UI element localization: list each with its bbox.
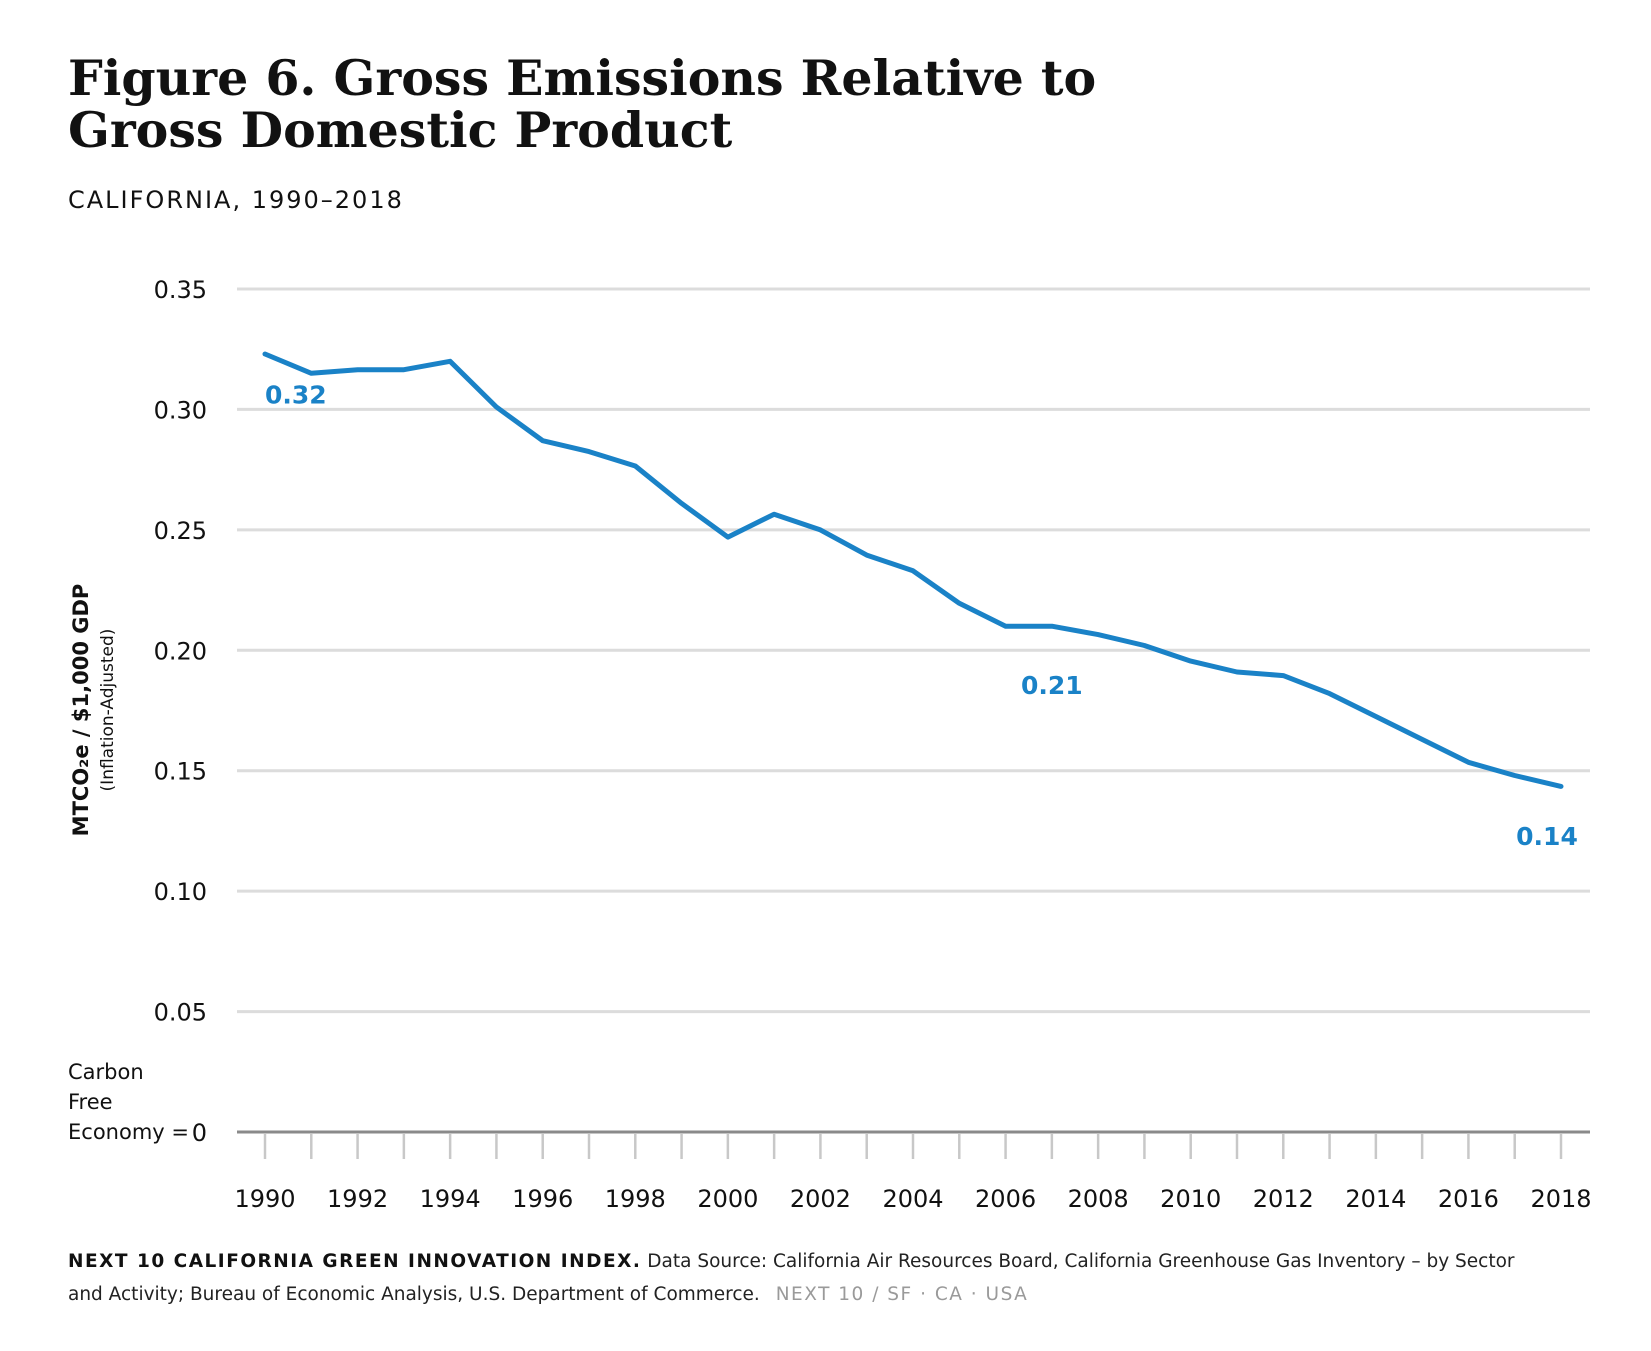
y-tick-label: 0	[192, 1119, 207, 1147]
y-tick-label: 0.05	[154, 999, 207, 1027]
y-axis-sublabel: (Inflation-Adjusted)	[98, 629, 118, 792]
x-tick-label: 1996	[512, 1185, 573, 1213]
x-tick-label: 2006	[975, 1185, 1036, 1213]
y-axis-label: MTCO₂e / $1,000 GDP	[69, 584, 93, 837]
x-tick-label: 2010	[1160, 1185, 1221, 1213]
x-tick-label: 2018	[1530, 1185, 1591, 1213]
x-tick-label: 2004	[882, 1185, 943, 1213]
chart-subtitle: CALIFORNIA, 1990–2018	[68, 186, 404, 214]
footer-brand: NEXT 10 CALIFORNIA GREEN INNOVATION INDE…	[68, 1251, 642, 1272]
data-label: 0.14	[1516, 822, 1578, 851]
y-tick-label: 0.35	[154, 276, 207, 304]
x-tick-label: 2012	[1253, 1185, 1314, 1213]
zero-note-line: Carbon	[68, 1060, 144, 1084]
chart-footer: NEXT 10 CALIFORNIA GREEN INNOVATION INDE…	[68, 1245, 1548, 1311]
x-tick-label: 2014	[1345, 1185, 1406, 1213]
x-tick-label: 1990	[234, 1185, 295, 1213]
page-title: Figure 6. Gross Emissions Relative to Gr…	[68, 52, 1268, 156]
title-line-1: Figure 6. Gross Emissions Relative to	[68, 49, 1097, 107]
data-label: 0.32	[265, 380, 327, 409]
series-line	[262, 351, 1564, 789]
y-tick-label: 0.15	[154, 758, 207, 786]
line-chart: 0 0.05 0.10 0.15 0.20 0.25 0.30 0.35 Carbon Free E…	[68, 276, 1592, 1213]
y-tick-label: 0.20	[154, 637, 207, 665]
x-tick-label: 2002	[790, 1185, 851, 1213]
y-tick-label: 0.10	[154, 878, 207, 906]
x-tick-label: 1998	[605, 1185, 666, 1213]
x-tick-label: 1992	[327, 1185, 388, 1213]
x-tick-label: 2016	[1438, 1185, 1499, 1213]
y-tick-label: 0.25	[154, 517, 207, 545]
x-tick-label: 2000	[697, 1185, 758, 1213]
zero-note-line: Free	[68, 1090, 113, 1114]
x-tick-label: 1994	[420, 1185, 481, 1213]
zero-note-line: Economy =	[68, 1120, 189, 1144]
x-tick-label: 2008	[1068, 1185, 1129, 1213]
y-tick-label: 0.30	[154, 396, 207, 424]
footer-org: NEXT 10 / SF · CA · USA	[775, 1284, 1029, 1305]
title-line-2: Gross Domestic Product	[68, 101, 733, 159]
data-label: 0.21	[1021, 671, 1083, 700]
footer-source: Data Source: California Air Resources Bo…	[68, 1251, 1515, 1305]
